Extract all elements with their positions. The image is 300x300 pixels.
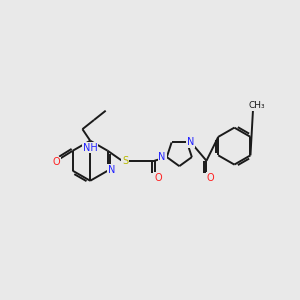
Text: O: O	[206, 173, 214, 183]
Text: N: N	[108, 165, 115, 175]
Text: N: N	[187, 137, 195, 147]
Text: N: N	[158, 152, 166, 162]
Text: NH: NH	[83, 143, 98, 153]
Text: O: O	[53, 157, 60, 167]
Text: S: S	[122, 156, 128, 166]
Text: O: O	[154, 173, 162, 183]
Text: CH₃: CH₃	[248, 101, 265, 110]
